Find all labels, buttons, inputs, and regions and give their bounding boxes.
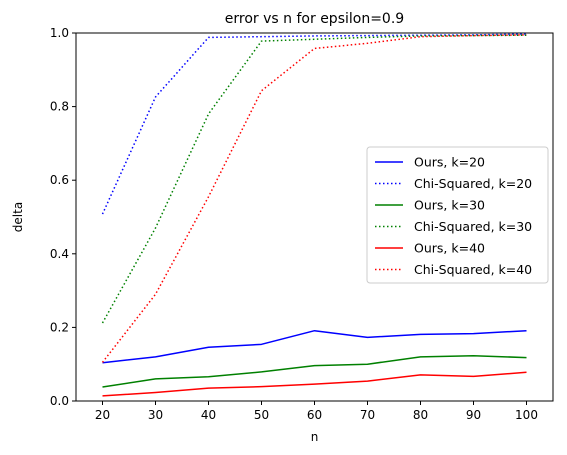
x-tick-label: 70 <box>360 408 375 422</box>
legend-entry: Chi-Squared, k=20 <box>414 176 532 191</box>
series-line-1 <box>102 329 527 364</box>
x-axis-label: n <box>311 430 319 444</box>
x-tick-label: 20 <box>95 408 110 422</box>
legend-entry: Ours, k=40 <box>414 241 485 256</box>
y-tick-label: 0.0 <box>50 394 69 408</box>
x-tick-label: 90 <box>466 408 481 422</box>
y-tick-label: 0.4 <box>50 247 69 261</box>
y-tick-label: 0.8 <box>50 100 69 114</box>
series-line-3 <box>102 354 527 388</box>
x-axis: 20 30 40 50 60 70 80 90 100 <box>95 401 538 422</box>
x-tick-label: 100 <box>515 408 538 422</box>
series-line-5 <box>102 371 527 397</box>
x-tick-label: 80 <box>413 408 428 422</box>
plot-lines <box>101 33 527 397</box>
legend-entry: Ours, k=30 <box>414 198 485 213</box>
y-tick-label: 0.6 <box>50 173 69 187</box>
x-tick-label: 60 <box>307 408 322 422</box>
legend-entry: Chi-Squared, k=30 <box>414 219 532 234</box>
legend: Ours, k=20 Chi-Squared, k=20 Ours, k=30 Chi… <box>366 146 549 284</box>
y-axis: 0.0 0.2 0.4 0.6 0.8 1.0 <box>50 26 76 408</box>
x-tick-label: 30 <box>148 408 163 422</box>
x-tick-label: 50 <box>254 408 269 422</box>
legend-entry: Chi-Squared, k=40 <box>414 262 532 277</box>
y-axis-label: delta <box>11 202 25 232</box>
legend-entry: Ours, k=20 <box>414 155 485 170</box>
y-tick-label: 0.2 <box>50 320 69 334</box>
y-tick-label: 1.0 <box>50 26 69 40</box>
x-tick-label: 40 <box>201 408 216 422</box>
chart-title: error vs n for epsilon=0.9 <box>225 11 404 27</box>
